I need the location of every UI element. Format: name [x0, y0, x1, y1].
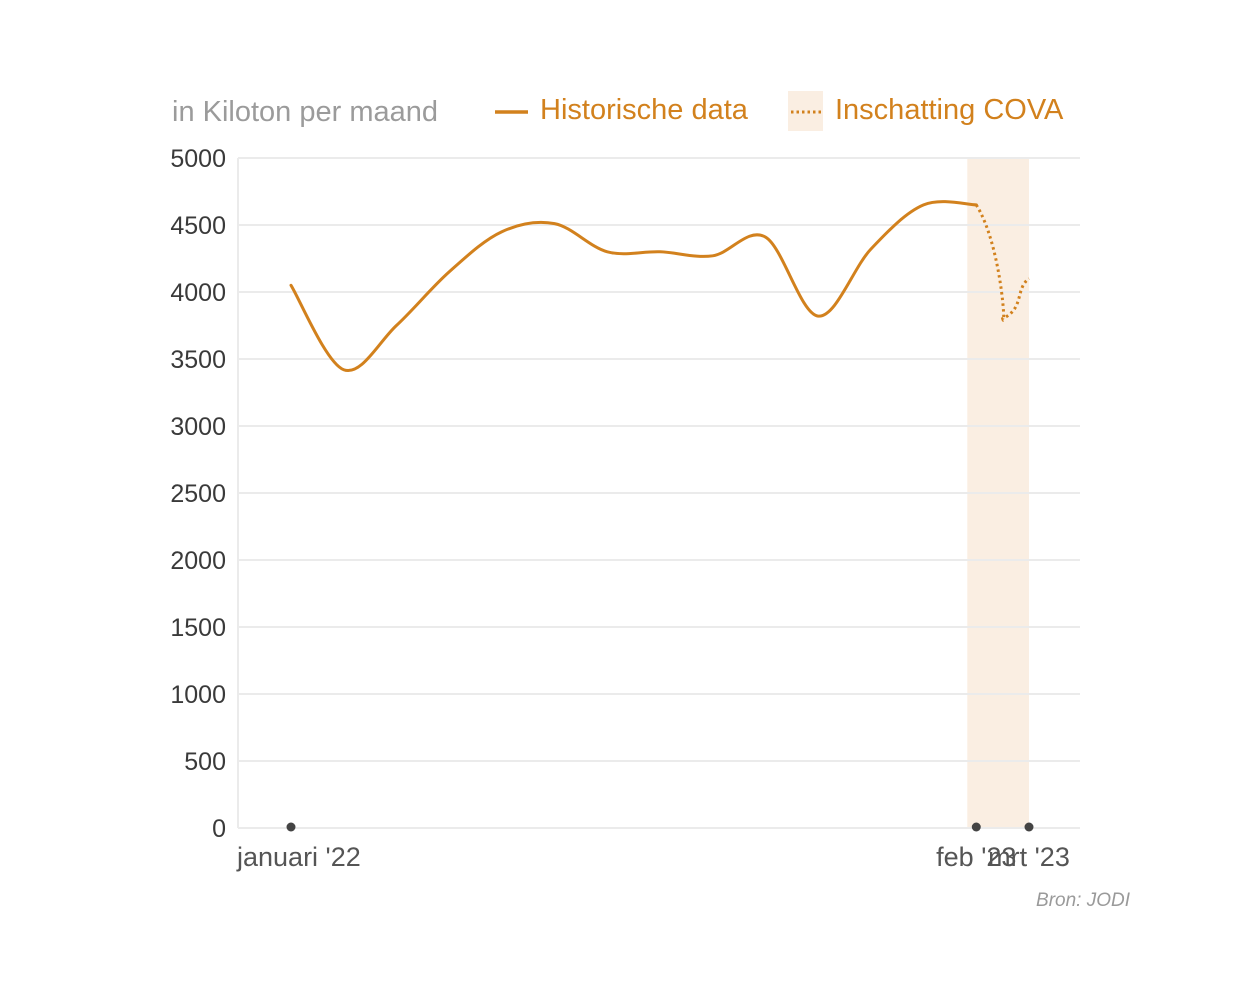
series-lines	[289, 200, 1031, 373]
grid-lines	[237, 157, 1080, 829]
y-axis-ticks: 0 500 1000 1500 2000 2500 3000 3500 4000 4500 5000	[170, 145, 226, 843]
x-marker-2023-03	[1024, 822, 1034, 832]
unit-label: in Kiloton per maand	[172, 96, 438, 128]
y-tick-label-1500: 1500	[170, 614, 226, 642]
x-tick-label-2023-02: feb '23	[936, 842, 1016, 872]
y-tick-label-1000: 1000	[170, 681, 226, 709]
y-tick-label-3000: 3000	[170, 413, 226, 441]
legend-estimate-label: Inschatting COVA	[835, 94, 1064, 126]
y-tick-label-500: 500	[184, 748, 226, 776]
x-tick-label-2022-01: januari '22	[236, 842, 361, 872]
y-tick-label-2500: 2500	[170, 480, 226, 508]
source-note: Bron: JODI	[1036, 890, 1131, 911]
legend: Historische data Inschatting COVA	[495, 91, 1064, 131]
y-tick-label-4500: 4500	[170, 212, 226, 240]
y-tick-label-5000: 5000	[170, 145, 226, 173]
y-tick-label-0: 0	[212, 815, 226, 843]
y-tick-label-4000: 4000	[170, 279, 226, 307]
y-tick-label-2000: 2000	[170, 547, 226, 575]
x-marker-2023-02	[971, 822, 981, 832]
x-tick-label-2023-03: mrt '23	[988, 842, 1070, 872]
y-tick-label-3500: 3500	[170, 346, 226, 374]
legend-historical-label: Historische data	[540, 94, 749, 126]
series-line-historische-data	[289, 200, 978, 373]
series-line-inschatting-cova	[975, 204, 1031, 322]
legend-estimate-swatch-bg	[788, 91, 823, 131]
x-marker-2022-01	[286, 822, 296, 832]
